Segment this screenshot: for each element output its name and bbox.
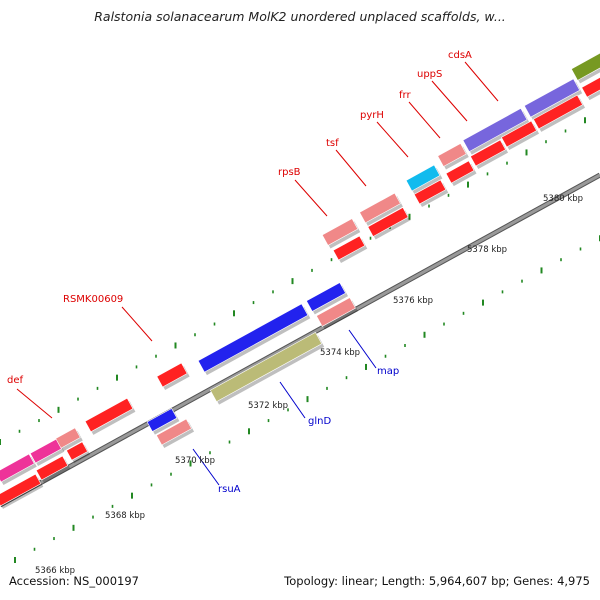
gene-magenta-2-body bbox=[29, 438, 63, 464]
gene-magenta-1 bbox=[0, 453, 37, 485]
gene-label-frr[interactable]: frr bbox=[399, 90, 411, 101]
gene-red-k bbox=[533, 94, 586, 132]
scale-label: 5372 kbp bbox=[248, 401, 288, 411]
gene-red-rsmk-body bbox=[156, 362, 188, 388]
gene-red-b bbox=[0, 473, 44, 509]
gene-red-j bbox=[501, 120, 540, 151]
gene-label-glnD[interactable]: glnD bbox=[308, 416, 331, 427]
scale-label: 5378 kbp bbox=[467, 245, 507, 255]
scale-ticks bbox=[0, 117, 600, 563]
gene-green bbox=[570, 52, 600, 84]
gene-pink-rsuA-body bbox=[156, 418, 192, 446]
scale-label: 5376 kbp bbox=[393, 296, 433, 306]
leader-uppS bbox=[431, 80, 468, 122]
scale-label: 5366 kbp bbox=[35, 566, 75, 576]
gene-red-a-body bbox=[84, 397, 134, 433]
gene-pink-map-body bbox=[316, 297, 356, 327]
leader-map bbox=[348, 329, 377, 369]
gene-purple-cdsA-body bbox=[462, 107, 528, 153]
gene-red-h-body bbox=[445, 160, 475, 184]
leader-frr bbox=[408, 101, 441, 139]
leader-tsf bbox=[335, 149, 367, 187]
gene-label-cdsA[interactable]: cdsA bbox=[448, 50, 472, 61]
gene-red-c bbox=[35, 455, 71, 484]
gene-red-j-body bbox=[501, 120, 537, 148]
gene-pink-uppS-body bbox=[437, 143, 467, 167]
gene-olive-glnD-body bbox=[209, 331, 323, 403]
gene-cyan-frr-body bbox=[405, 164, 441, 192]
gene-red-f-body bbox=[367, 207, 409, 237]
label-leaders bbox=[16, 61, 499, 486]
gene-red-d-body bbox=[66, 441, 88, 461]
gene-olive-glnD bbox=[209, 331, 325, 405]
genome-summary-text: Topology: linear; Length: 5,964,607 bp; … bbox=[284, 574, 590, 588]
gene-blue-rsuA-body bbox=[146, 408, 178, 432]
map-title: Ralstonia solanacearum MolK2 unordered u… bbox=[94, 9, 506, 24]
gene-red-f bbox=[367, 207, 411, 240]
gene-red-h bbox=[445, 160, 477, 187]
gene-purple-b-body bbox=[523, 78, 581, 118]
gene-purple-b bbox=[523, 78, 583, 121]
gene-label-pyrH[interactable]: pyrH bbox=[360, 110, 384, 121]
gene-blue-rsuA bbox=[146, 408, 180, 435]
gene-label-tsf[interactable]: tsf bbox=[326, 138, 339, 149]
gene-red-l-body bbox=[581, 77, 600, 98]
gene-cyan-frr bbox=[405, 164, 443, 194]
gene-red-e bbox=[332, 235, 368, 264]
gene-pink-rsuA bbox=[156, 418, 195, 449]
gene-red-e-body bbox=[332, 235, 366, 261]
labels: 5366 kbp 5368 kbp 5370 kbp 5372 kbp 5374 kbp… bbox=[7, 50, 583, 576]
accession-text: Accession: NS_000197 bbox=[9, 574, 139, 588]
leader-glnD bbox=[279, 381, 306, 419]
gene-pink-tsf-body bbox=[359, 192, 401, 224]
leader-pyrH bbox=[376, 121, 409, 158]
gene-label-rpsB[interactable]: rpsB bbox=[278, 167, 301, 178]
gene-purple-cdsA bbox=[462, 107, 530, 155]
leader-rsuA bbox=[192, 448, 220, 486]
gene-label-def[interactable]: def bbox=[7, 375, 24, 386]
gene-features bbox=[0, 52, 600, 509]
gene-label-uppS[interactable]: uppS bbox=[417, 69, 442, 80]
gene-red-i-body bbox=[470, 139, 506, 167]
scale-label: 5370 kbp bbox=[175, 456, 215, 466]
scale-label: 5374 kbp bbox=[320, 348, 360, 358]
gene-red-g-body bbox=[413, 179, 447, 205]
gene-pink-tsf bbox=[359, 192, 403, 226]
gene-blue-map-row-body bbox=[306, 282, 346, 312]
backbone-line bbox=[0, 173, 600, 507]
gene-pink-rpsB-body bbox=[321, 218, 359, 246]
gene-magenta-2 bbox=[29, 438, 65, 467]
gene-red-rsmk bbox=[156, 362, 190, 391]
gene-red-b-body bbox=[0, 473, 42, 507]
gene-magenta-1-body bbox=[0, 453, 35, 483]
gene-label-RSMK00609[interactable]: RSMK00609 bbox=[63, 294, 123, 305]
gene-pink-def-body bbox=[55, 427, 81, 449]
gene-red-k-body bbox=[533, 94, 583, 130]
gene-blue-glnD-row bbox=[197, 303, 311, 376]
gene-red-a bbox=[84, 397, 136, 435]
gene-blue-glnD-row-body bbox=[197, 303, 309, 373]
gene-blue-map-row bbox=[306, 282, 349, 315]
scale-label: 5368 kbp bbox=[105, 511, 145, 521]
scale-label: 5380 kbp bbox=[543, 194, 583, 204]
gene-label-map[interactable]: map bbox=[377, 366, 399, 377]
gene-pink-rpsB bbox=[321, 218, 361, 249]
gene-label-rsuA[interactable]: rsuA bbox=[218, 484, 241, 495]
leader-def bbox=[16, 388, 53, 419]
gene-pink-def bbox=[55, 427, 83, 452]
gene-red-l bbox=[581, 77, 600, 101]
backbone bbox=[0, 172, 600, 508]
gene-pink-uppS bbox=[437, 143, 469, 170]
gene-red-g bbox=[413, 179, 449, 208]
leader-cdsA bbox=[464, 61, 499, 102]
leader-rpsB bbox=[294, 179, 328, 217]
gene-green-body bbox=[570, 52, 600, 81]
gene-red-i bbox=[470, 139, 509, 170]
gene-red-d bbox=[66, 441, 91, 464]
gene-pink-map bbox=[316, 297, 359, 330]
gene-red-c-body bbox=[35, 455, 69, 481]
leader-RSMK00609 bbox=[121, 306, 153, 342]
